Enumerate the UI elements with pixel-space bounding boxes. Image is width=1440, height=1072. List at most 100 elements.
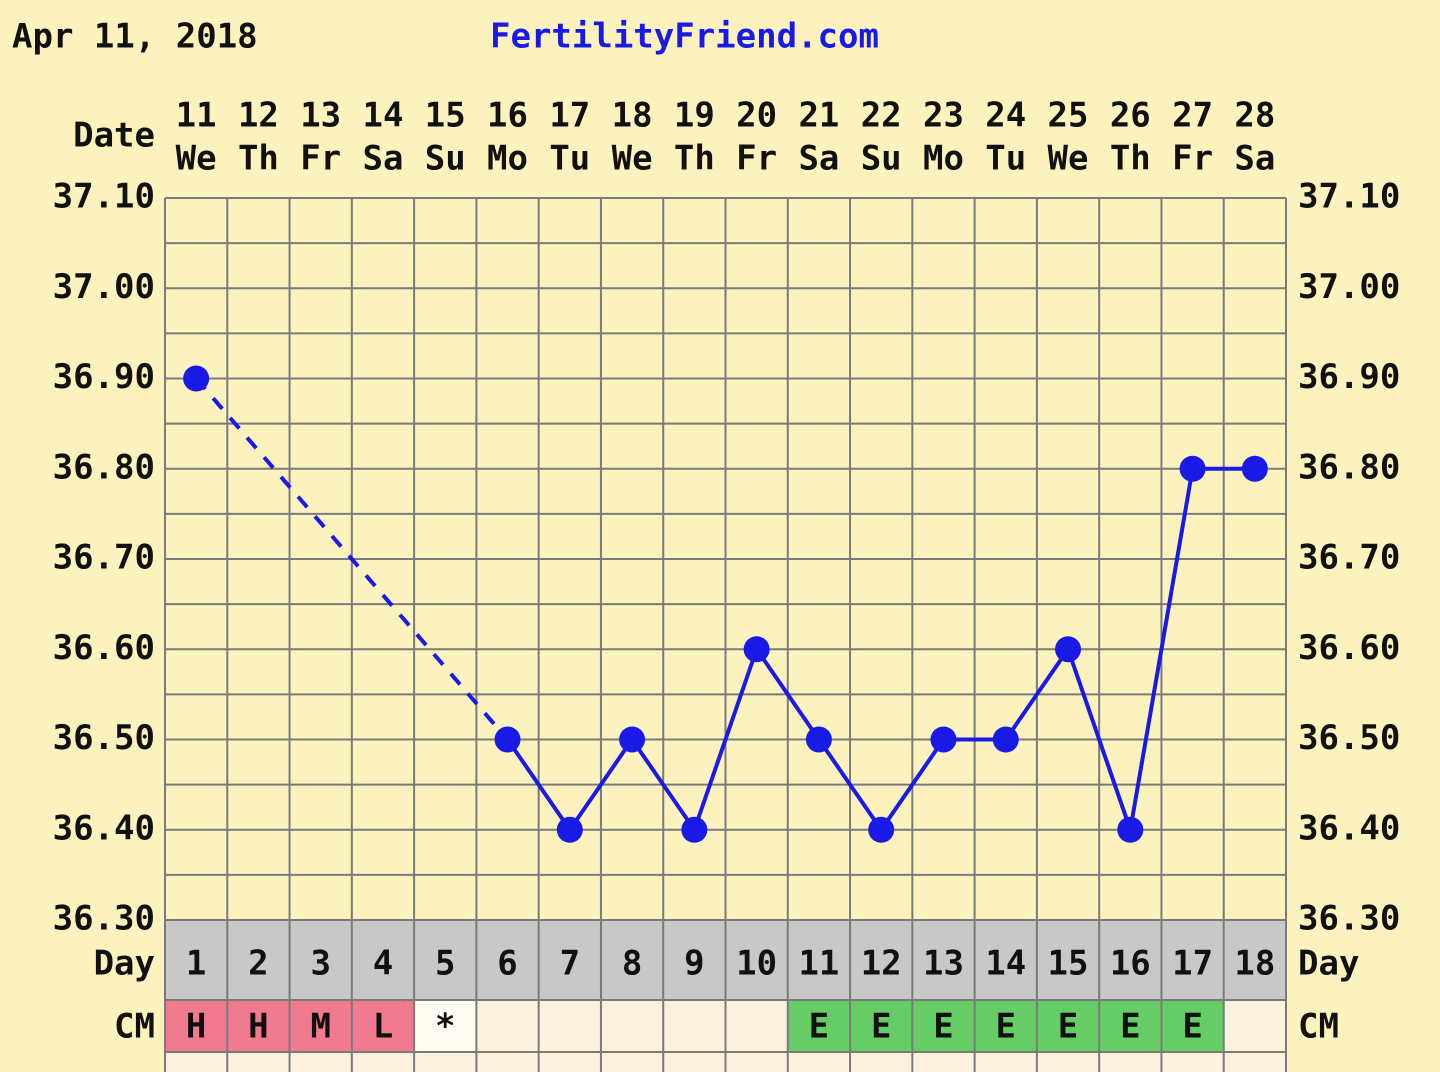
cycle-day-label: 10 [736,944,777,984]
weekday-label: Mo [487,139,528,179]
temperature-point [494,726,521,753]
weekday-label: Fr [736,139,777,179]
cm-value: * [435,1007,455,1047]
y-tick-label: 36.40 [53,808,155,848]
y-tick-label: 37.10 [53,177,155,217]
cm-cell [1161,1000,1224,1052]
y-tick-label-right: 36.30 [1298,899,1400,939]
y-tick-label: 36.30 [53,899,155,939]
cycle-day-label: 14 [985,944,1026,984]
cm-cell [725,1000,788,1052]
cycle-day-label: 13 [923,944,964,984]
weekday-label: Th [238,139,279,179]
x-tick-label: 11 [176,96,217,136]
temperature-point [805,726,832,753]
cycle-day-label: 4 [373,944,393,984]
weekday-label: We [1048,139,1089,179]
cm-row-label: CM [114,1007,155,1047]
x-tick-label: 18 [612,96,653,136]
cycle-day-label: 6 [497,944,517,984]
cm-cell [165,1000,228,1052]
next-row-cell [725,1052,788,1072]
weekday-label: Su [861,139,902,179]
next-row-cell [1161,1052,1224,1072]
weekday-label: Sa [362,139,403,179]
x-tick-label: 13 [300,96,341,136]
next-row-cell [663,1052,726,1072]
gap-connector [194,377,510,741]
cycle-day-label: 16 [1110,944,1151,984]
weekday-label: Fr [1172,139,1213,179]
day-row-label: Day [1298,944,1359,984]
y-tick-label: 36.50 [53,718,155,758]
next-row-cell [912,1052,975,1072]
cm-value: E [1120,1007,1140,1047]
site-name: FertilityFriend.com [490,17,879,57]
next-row-cell [289,1052,352,1072]
cycle-day-label: 17 [1172,944,1213,984]
y-tick-label-right: 36.40 [1298,808,1400,848]
cm-value: E [933,1007,953,1047]
weekday-label: Tu [549,139,590,179]
temperature-point [743,636,770,663]
cm-value: L [373,1007,393,1047]
weekday-label: Tu [985,139,1026,179]
next-row-cell [538,1052,601,1072]
next-row-cell [1099,1052,1162,1072]
cm-value: H [186,1007,206,1047]
weekday-label: Mo [923,139,964,179]
cm-cell [414,1000,477,1052]
temperature-point [868,816,895,843]
x-tick-label: 24 [985,96,1026,136]
next-row-cell [1223,1052,1286,1072]
temperature-point [930,726,957,753]
cm-value: E [1182,1007,1202,1047]
cm-value: M [310,1007,330,1047]
temperature-point [992,726,1019,753]
next-row-cell [850,1052,913,1072]
temperature-point [1241,455,1268,482]
y-tick-label-right: 36.50 [1298,718,1400,758]
y-tick-label-right: 36.80 [1298,447,1400,487]
cm-cell [850,1000,913,1052]
y-tick-label: 36.90 [53,357,155,397]
x-tick-label: 26 [1110,96,1151,136]
weekday-label: Fr [300,139,341,179]
x-tick-label: 28 [1234,96,1275,136]
y-tick-label-right: 37.00 [1298,267,1400,307]
x-tick-label: 19 [674,96,715,136]
x-tick-label: 23 [923,96,964,136]
temperature-point [681,816,708,843]
x-tick-label: 25 [1048,96,1089,136]
cm-cell [351,1000,415,1052]
temperature-point [1055,636,1082,663]
cycle-day-label: 9 [684,944,704,984]
next-row-cell [227,1052,290,1072]
cm-row-label: CM [1298,1007,1339,1047]
weekday-label: Su [425,139,466,179]
temperature-point [619,726,646,753]
next-row-cell [600,1052,664,1072]
x-tick-label: 12 [238,96,279,136]
chart-date: Apr 11, 2018 [12,17,258,57]
cm-cell [787,1000,851,1052]
temperature-point [1179,455,1206,482]
weekday-label: We [176,139,217,179]
y-tick-label: 37.00 [53,267,155,307]
cm-cell [600,1000,664,1052]
weekday-label: Th [674,139,715,179]
next-row-cell [974,1052,1037,1072]
cm-cell [476,1000,539,1052]
cm-cell [1223,1000,1286,1052]
weekday-label: We [612,139,653,179]
next-row-cell [787,1052,851,1072]
y-tick-label: 36.70 [53,538,155,578]
cycle-day-label: 15 [1048,944,1089,984]
cm-cell [1036,1000,1100,1052]
cm-value: E [1058,1007,1078,1047]
cycle-day-label: 8 [622,944,642,984]
y-tick-label-right: 36.90 [1298,357,1400,397]
x-tick-label: 20 [736,96,777,136]
